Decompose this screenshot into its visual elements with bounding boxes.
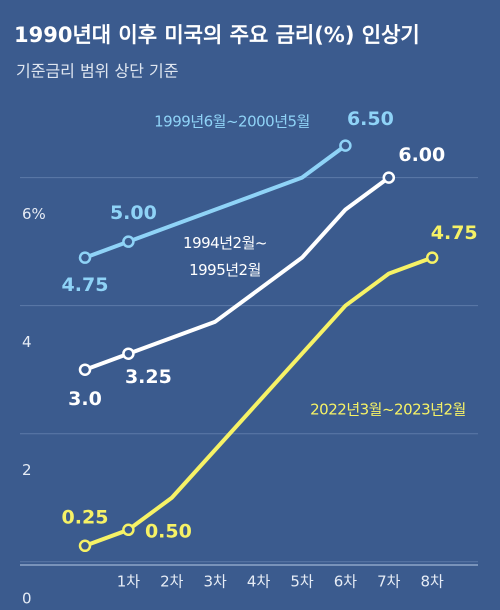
series-name: 1999년6월~2000년5월 bbox=[154, 113, 310, 131]
data-label: 5.00 bbox=[110, 202, 157, 224]
x-tick-label: 2차 bbox=[160, 573, 184, 591]
x-tick-label: 4차 bbox=[247, 573, 271, 591]
y-tick-label: 6% bbox=[22, 205, 46, 223]
y-tick-label: 4 bbox=[22, 333, 32, 351]
data-label: 6.00 bbox=[398, 144, 445, 166]
series-name-line: 1995년2월 bbox=[189, 261, 261, 279]
point-marker bbox=[425, 251, 439, 264]
data-label: 3.0 bbox=[68, 388, 102, 410]
point-marker bbox=[339, 139, 352, 152]
x-tick-label: 6차 bbox=[334, 573, 358, 591]
point-marker bbox=[122, 347, 135, 360]
x-tick-label: 5차 bbox=[290, 573, 314, 591]
chart-title: 1990년대 이후 미국의 주요 금리(%) 인상기 bbox=[14, 23, 420, 47]
data-label: 3.25 bbox=[125, 366, 172, 388]
x-tick-label: 8차 bbox=[421, 573, 445, 591]
point-marker bbox=[78, 363, 92, 376]
data-label: 0.50 bbox=[145, 520, 192, 542]
point-marker bbox=[382, 171, 396, 184]
point-marker bbox=[78, 539, 92, 553]
series-name-line: 1994년2월~ bbox=[183, 234, 267, 252]
series-name: 2022년3월~2023년2월 bbox=[310, 401, 466, 419]
y-tick-label: 0 bbox=[22, 589, 32, 607]
x-tick-label: 7차 bbox=[377, 573, 401, 591]
series-name: 1994년2월~ 1995년2월 bbox=[183, 234, 267, 279]
point-marker bbox=[122, 235, 135, 248]
data-label: 4.75 bbox=[62, 274, 109, 296]
chart-subtitle: 기준금리 범위 상단 기준 bbox=[16, 62, 178, 81]
data-label: 6.50 bbox=[347, 108, 394, 130]
data-label: 4.75 bbox=[431, 222, 478, 244]
series-line bbox=[84, 255, 433, 548]
point-marker bbox=[78, 251, 92, 264]
x-tick-label: 3차 bbox=[204, 573, 228, 591]
data-label: 0.25 bbox=[62, 506, 109, 528]
x-tick-label: 1차 bbox=[117, 573, 141, 591]
y-tick-label: 2 bbox=[22, 461, 32, 479]
series-line bbox=[84, 176, 390, 372]
point-marker bbox=[122, 523, 135, 537]
